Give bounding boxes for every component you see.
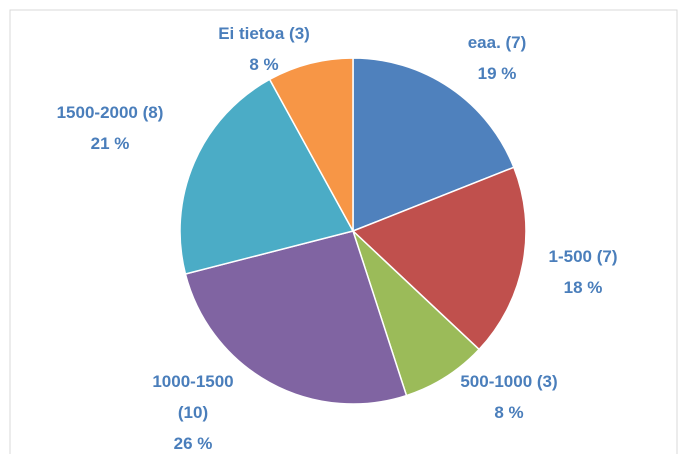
category-label: 1-500 (7) bbox=[548, 247, 618, 266]
pie-slice bbox=[184, 230, 408, 405]
category-label: eaa. (7) bbox=[467, 33, 527, 52]
data-label: 1-500 (7) 18 % bbox=[527, 241, 639, 303]
category-label: 1000-1500 (10) bbox=[152, 372, 234, 422]
pie-slice bbox=[352, 57, 515, 233]
pie-slice bbox=[268, 57, 354, 232]
data-label: 1000-1500 (10) 26 % bbox=[137, 366, 249, 459]
category-label: 500-1000 (3) bbox=[460, 372, 558, 391]
percent-label: 19 % bbox=[477, 64, 517, 83]
percent-label: 21 % bbox=[90, 134, 130, 153]
percent-label: 18 % bbox=[563, 278, 603, 297]
category-label: 1500-2000 (8) bbox=[56, 103, 164, 122]
category-label: Ei tietoa (3) bbox=[218, 24, 310, 43]
data-label: eaa. (7) 19 % bbox=[441, 27, 553, 89]
data-label: 1500-2000 (8) 21 % bbox=[54, 97, 166, 159]
percent-label: 8 % bbox=[494, 403, 524, 422]
data-label: 500-1000 (3) 8 % bbox=[453, 366, 565, 428]
pie-slice bbox=[179, 78, 355, 275]
percent-label: 8 % bbox=[249, 55, 279, 74]
data-label: Ei tietoa (3) 8 % bbox=[208, 18, 320, 80]
pie-slice bbox=[351, 166, 527, 351]
chart-border bbox=[9, 9, 678, 454]
percent-label: 26 % bbox=[173, 434, 213, 453]
